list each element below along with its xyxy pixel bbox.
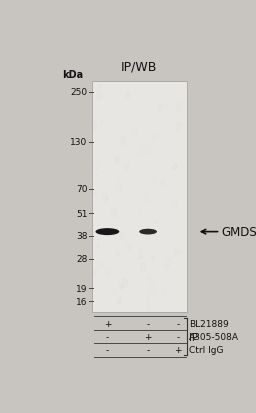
Text: 51: 51 [76,209,88,218]
Text: -: - [146,319,150,328]
Text: 130: 130 [70,138,88,147]
Text: -: - [106,346,109,355]
Text: 250: 250 [70,88,88,97]
Text: -: - [176,319,179,328]
Text: -: - [146,346,150,355]
Text: IP: IP [189,332,198,342]
Bar [92,81,187,312]
Text: -: - [176,332,179,341]
Text: +: + [174,346,182,355]
Text: kDa: kDa [62,70,83,80]
Text: IP/WB: IP/WB [121,60,157,74]
Text: 28: 28 [76,255,88,263]
Text: GMDS: GMDS [221,225,256,239]
Text: 38: 38 [76,231,88,240]
Text: -: - [106,332,109,341]
Text: 16: 16 [76,297,88,306]
Text: 70: 70 [76,185,88,194]
Text: 19: 19 [76,284,88,293]
Ellipse shape [139,229,157,235]
Ellipse shape [95,228,119,235]
Text: +: + [144,332,152,341]
Text: Ctrl IgG: Ctrl IgG [189,346,223,355]
Text: A305-508A: A305-508A [189,332,239,341]
Text: +: + [104,319,111,328]
Text: BL21889: BL21889 [189,319,229,328]
